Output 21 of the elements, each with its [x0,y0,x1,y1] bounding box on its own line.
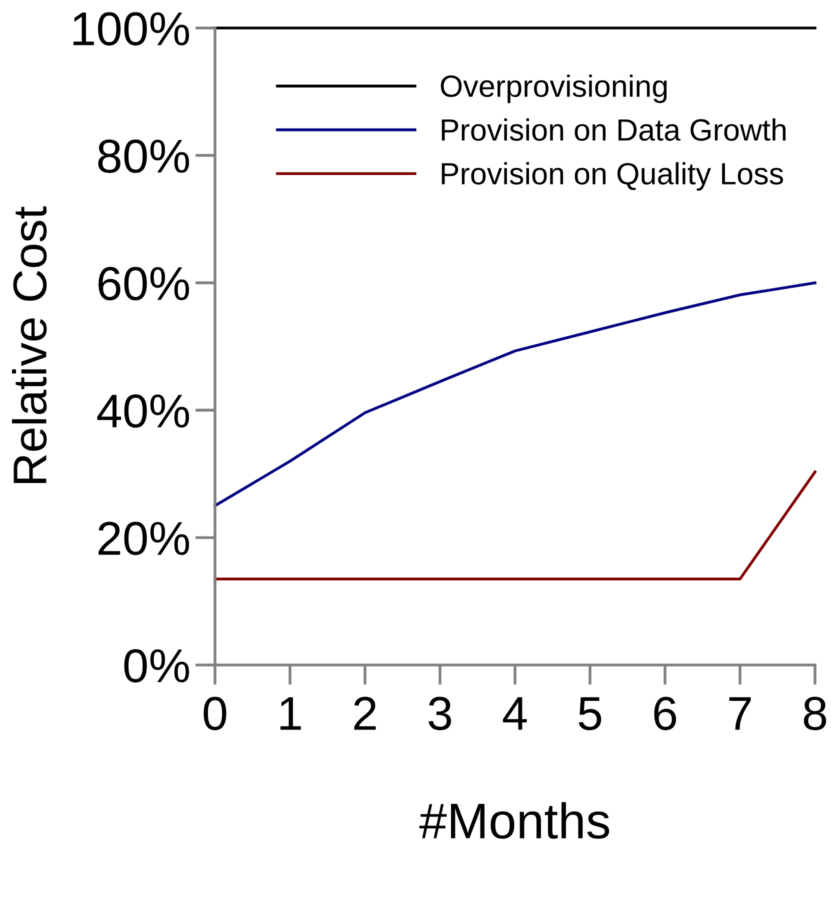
x-axis-title: #Months [419,802,610,839]
y-axis-title: Relative Cost [12,206,47,484]
x-tick-label: 4 [502,697,527,730]
x-tick-label: 5 [578,697,602,730]
x-tick-label: 0 [204,696,226,730]
x-tick-label: 7 [729,697,751,730]
y-tick-label: 60% [98,266,190,300]
x-tick-label: 2 [354,696,376,730]
y-tick-label: 0% [124,649,190,683]
y-tick-label: 40% [97,394,190,428]
x-tick-label: 1 [280,697,301,730]
x-tick-label: 6 [654,696,676,730]
y-tick-label: 20% [98,522,190,556]
legend-label: Overprovisioning [440,74,667,104]
y-tick-label: 100% [74,12,190,46]
legend-label: Provision on Quality Loss [442,162,784,191]
y-tick-label: 80% [98,140,190,173]
x-tick-label: 8 [804,696,826,730]
x-tick-label: 3 [428,696,452,730]
legend-label: Provision on Data Growth [442,118,786,141]
line-series [214,281,816,508]
